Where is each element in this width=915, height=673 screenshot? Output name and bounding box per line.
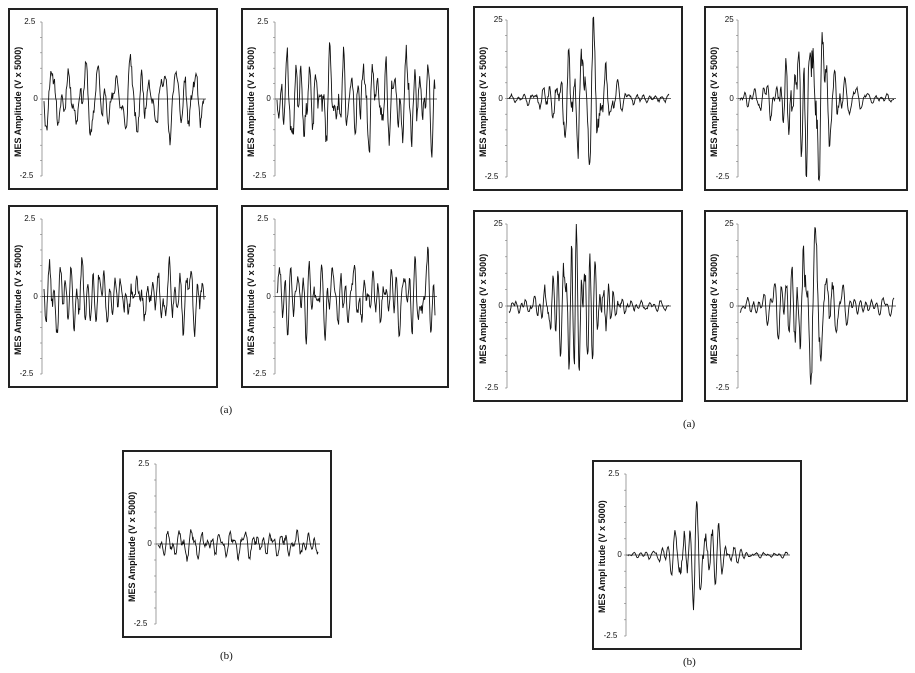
y-axis-label: MES Amplitude (V x 5000) xyxy=(127,491,137,602)
caption-right-b: (b) xyxy=(683,656,696,668)
y-axis-label: MES Amplitude (V x 5000) xyxy=(709,253,719,364)
emg-trace-svg xyxy=(273,21,437,177)
emg-signal-line xyxy=(739,227,895,385)
y-axis-label: MES Ampl itude (V x 5000) xyxy=(597,500,607,613)
plot-panel-a2: 2.5 0 -2.5 MES Amplitude (V x 5000) xyxy=(241,8,449,190)
y-tick-label: 0 xyxy=(266,94,271,103)
plot-panel-a8: 25 0 -2.5 MES Amplitude (V x 5000) xyxy=(704,210,908,402)
y-tick-label: 25 xyxy=(724,15,734,24)
emg-signal-line xyxy=(43,54,205,146)
plot-panel-b1: 2.5 0 -2.5 MES Amplitude (V x 5000) xyxy=(122,450,332,638)
y-tick-label: 2.5 xyxy=(257,17,269,26)
y-tick-label: -2.5 xyxy=(484,383,499,392)
y-tick-label: -2.5 xyxy=(603,631,618,640)
y-axis-label: MES Amplitude (V x 5000) xyxy=(478,46,488,157)
emg-trace-svg xyxy=(736,19,896,182)
y-axis-label: MES Amplitude (V x 5000) xyxy=(13,46,23,157)
y-axis-label: MES Amplitude (V x 5000) xyxy=(709,46,719,157)
plot-panel-a7: 25 0 -2.5 MES Amplitude (V x 5000) xyxy=(473,210,683,402)
y-tick-label: -2.5 xyxy=(252,171,267,180)
y-tick-label: 0 xyxy=(33,291,38,301)
y-tick-label: 0 xyxy=(266,291,271,301)
y-tick-label: 2.5 xyxy=(608,469,620,478)
y-axis-label: MES Amplitude (V x 5000) xyxy=(246,244,256,355)
y-tick-label: -2.5 xyxy=(484,172,499,181)
y-tick-label: -2.5 xyxy=(133,619,148,628)
plot-panel-a3: 2.5 0 -2.5 MES Amplitude (V x 5000) xyxy=(8,205,218,388)
y-axis-label: MES Amplitude (V x 5000) xyxy=(13,244,23,355)
emg-signal-line xyxy=(508,16,670,165)
y-tick-label: 25 xyxy=(493,219,503,228)
y-tick-label: 0 xyxy=(617,550,622,559)
emg-trace-svg xyxy=(40,218,206,375)
plot-panel-a1: 2.5 0 -2.5 MES Amplitude (V x 5000) xyxy=(8,8,218,190)
y-axis-label: MES Amplitude (V x 5000) xyxy=(478,253,488,364)
y-tick-label: -2.5 xyxy=(19,369,34,378)
emg-signal-line xyxy=(276,246,436,345)
plot-panel-a5: 25 0 -2.5 MES Amplitude (V x 5000) xyxy=(473,6,683,191)
emg-trace-svg xyxy=(505,223,671,389)
y-tick-label: 0 xyxy=(147,539,152,548)
emg-signal-line xyxy=(508,223,670,371)
plot-panel-a6: 25 0 -2.5 MES Amplitude (V x 5000) xyxy=(704,6,908,191)
y-tick-label: 0 xyxy=(498,301,503,310)
y-tick-label: 0 xyxy=(498,93,503,103)
y-tick-label: 0 xyxy=(729,93,734,103)
emg-trace-svg xyxy=(273,218,437,375)
plot-panel-b2: 2.5 0 -2.5 MES Ampl itude (V x 5000) xyxy=(592,460,802,650)
y-tick-label: 25 xyxy=(493,15,503,24)
emg-trace-svg xyxy=(154,463,320,625)
y-tick-label: 2.5 xyxy=(257,214,269,223)
plot-panel-a4: 2.5 0 -2.5 MES Amplitude (V x 5000) xyxy=(241,205,449,388)
caption-left-b: (b) xyxy=(220,650,233,662)
emg-signal-line xyxy=(627,501,789,611)
y-axis-label: MES Amplitude (V x 5000) xyxy=(246,46,256,157)
caption-left-a: (a) xyxy=(220,404,233,416)
emg-trace-svg xyxy=(624,473,790,637)
y-tick-label: -2.5 xyxy=(715,383,730,392)
y-tick-label: 0 xyxy=(33,94,38,103)
emg-signal-line xyxy=(276,42,436,158)
emg-trace-svg xyxy=(736,223,896,389)
emg-signal-line xyxy=(739,32,895,182)
y-tick-label: 2.5 xyxy=(24,214,36,223)
emg-signal-line xyxy=(43,256,205,337)
emg-signal-line xyxy=(157,529,319,562)
y-tick-label: 2.5 xyxy=(24,17,36,26)
y-tick-label: -2.5 xyxy=(19,171,34,180)
emg-trace-svg xyxy=(505,16,671,178)
y-tick-label: 0 xyxy=(729,301,734,310)
y-tick-label: -2.5 xyxy=(252,369,267,378)
emg-trace-svg xyxy=(40,21,206,177)
y-tick-label: 25 xyxy=(724,219,734,228)
y-tick-label: 2.5 xyxy=(138,459,150,468)
y-tick-label: -2.5 xyxy=(715,172,730,181)
caption-right-a: (a) xyxy=(683,418,696,430)
